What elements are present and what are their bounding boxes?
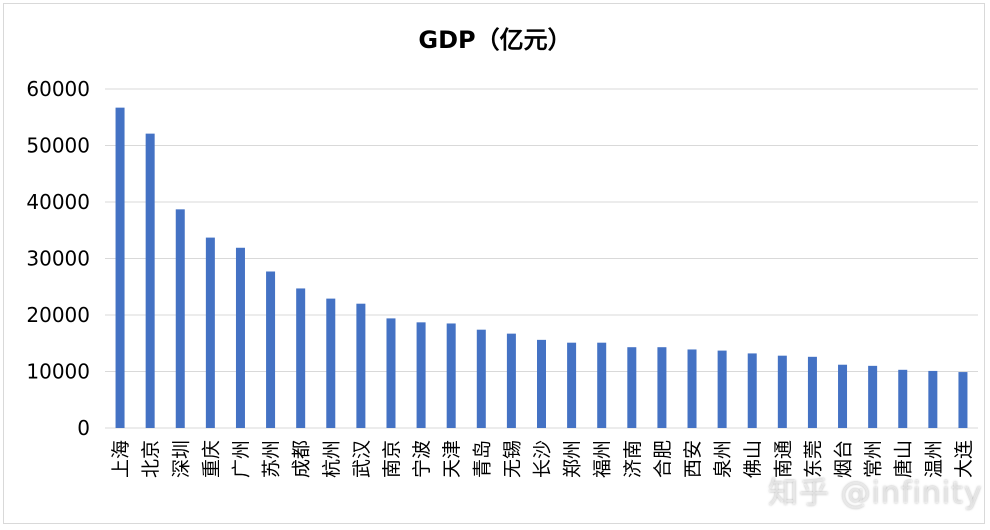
bar	[235, 247, 245, 428]
x-tick-label: 南通	[772, 440, 794, 478]
y-tick-label: 20000	[26, 303, 90, 327]
x-tick-label: 北京	[140, 440, 162, 478]
bar	[567, 342, 577, 428]
bar	[356, 303, 366, 428]
bar	[838, 364, 848, 428]
x-tick-label: 西安	[682, 440, 704, 478]
x-tick-label: 武汉	[351, 440, 373, 478]
x-tick-label: 济南	[622, 440, 644, 478]
y-tick-label: 30000	[26, 247, 90, 271]
bar	[326, 298, 336, 428]
x-tick-label: 深圳	[170, 440, 192, 478]
x-tick-label: 杭州	[321, 440, 343, 478]
x-axis-labels: 上海 北京 深圳 重庆 广州 苏州 成都 杭州 武汉 南京 宁波 天津 青岛 无锡 长沙 郑州 福州 济南 合肥 西安…	[110, 440, 975, 478]
bar	[145, 133, 155, 428]
x-tick-label: 天津	[441, 440, 463, 478]
x-tick-label: 青岛	[471, 440, 493, 478]
bar	[958, 372, 968, 428]
y-tick-label: 40000	[26, 190, 90, 214]
y-tick-label: 0	[77, 416, 90, 440]
bar	[446, 323, 456, 428]
bar	[777, 355, 787, 428]
bar	[807, 356, 817, 428]
chart-frame	[3, 3, 985, 524]
bar	[115, 107, 125, 429]
x-tick-label: 上海	[110, 440, 132, 478]
gridlines	[105, 88, 978, 429]
x-tick-label: 佛山	[742, 440, 764, 478]
x-tick-label: 东莞	[802, 440, 824, 478]
x-tick-label: 成都	[291, 440, 313, 478]
bar	[205, 237, 215, 428]
y-axis-ticks: 0 10000 20000 30000 40000 50000 60000	[26, 77, 90, 440]
bar	[627, 347, 637, 428]
bar	[175, 209, 185, 428]
x-tick-label: 福州	[592, 440, 614, 478]
bar	[657, 347, 667, 428]
x-tick-label: 长沙	[532, 440, 554, 478]
x-tick-label: 温州	[923, 440, 945, 478]
x-tick-label: 泉州	[712, 440, 734, 478]
x-tick-label: 烟台	[833, 440, 855, 478]
chart-title: GDP（亿元）	[418, 26, 572, 54]
x-tick-label: 广州	[230, 440, 252, 478]
bar	[386, 318, 396, 428]
bar	[898, 369, 908, 428]
watermark-text: 知乎 @infinity	[768, 476, 983, 511]
bar	[687, 349, 697, 428]
bar	[597, 342, 607, 428]
bar	[296, 288, 306, 428]
x-tick-label: 大连	[953, 440, 975, 478]
x-tick-label: 重庆	[200, 440, 222, 478]
x-tick-label: 合肥	[652, 440, 674, 478]
bar	[266, 271, 276, 428]
bar	[717, 350, 727, 428]
bar	[476, 329, 486, 428]
y-tick-label: 10000	[26, 360, 90, 384]
bar	[506, 333, 516, 428]
x-tick-label: 苏州	[261, 440, 283, 478]
x-tick-label: 常州	[863, 440, 885, 478]
y-tick-label: 60000	[26, 77, 90, 101]
bar	[928, 370, 938, 428]
bar	[416, 322, 426, 428]
bar	[537, 339, 546, 428]
y-tick-label: 50000	[26, 134, 90, 158]
bar	[868, 365, 878, 428]
x-tick-label: 唐山	[893, 440, 915, 478]
bar	[747, 353, 757, 428]
x-tick-label: 宁波	[411, 440, 433, 478]
bars	[115, 107, 968, 429]
x-tick-label: 南京	[381, 440, 403, 478]
x-tick-label: 郑州	[562, 440, 584, 478]
x-tick-label: 无锡	[501, 440, 523, 478]
